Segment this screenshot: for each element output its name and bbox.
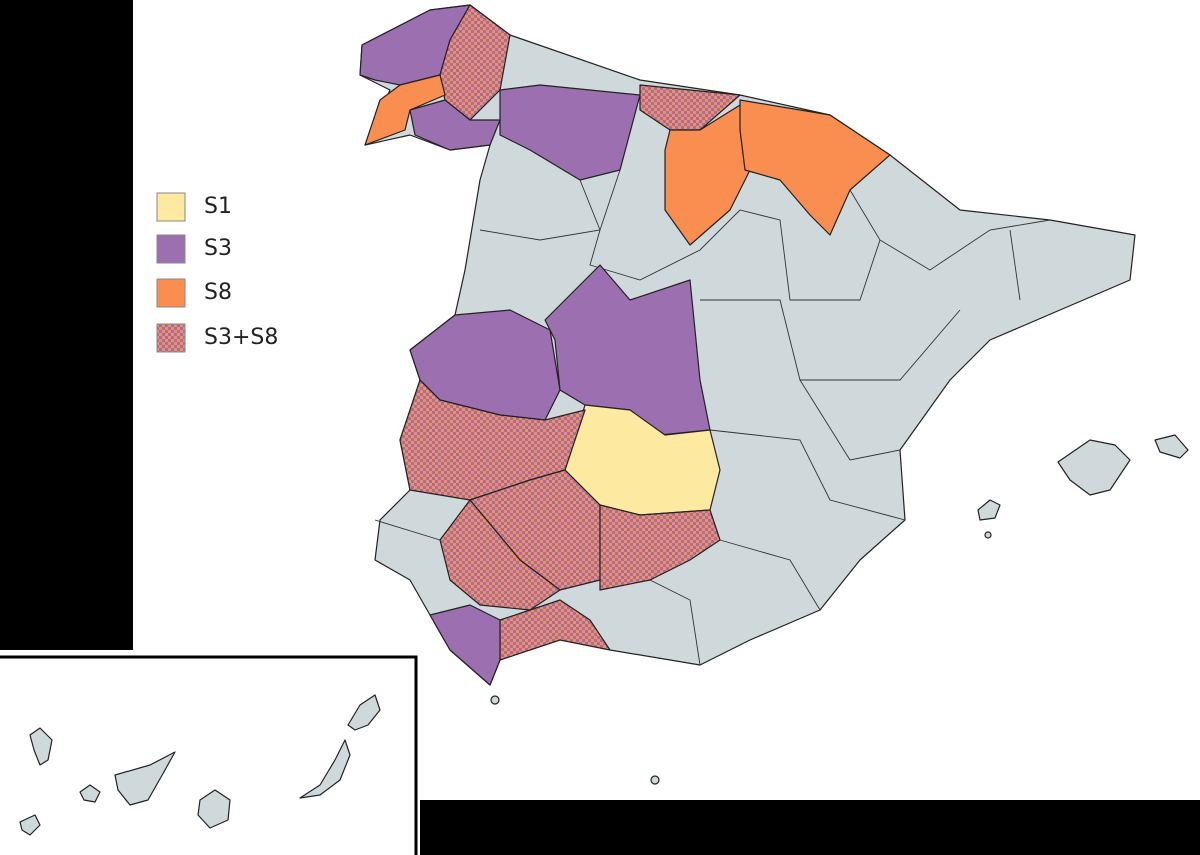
mainland [359, 4, 1136, 686]
province [409, 99, 501, 151]
province [664, 104, 761, 246]
province-border [649, 579, 701, 666]
legend: S1 S3 S8 S3+S8 [156, 192, 278, 353]
province-border [579, 179, 881, 301]
province-border [719, 539, 821, 611]
island [650, 775, 660, 785]
province [429, 604, 501, 686]
black-strip [420, 800, 1200, 855]
inset-frame [0, 655, 418, 855]
island [984, 531, 992, 539]
province [739, 99, 891, 236]
legend-label: S3 [204, 236, 232, 261]
island [1154, 434, 1189, 459]
canary-islands [19, 694, 381, 836]
island [347, 694, 381, 731]
legend-swatch [156, 323, 186, 353]
island [29, 727, 53, 766]
legend-swatch [156, 192, 186, 222]
province-border [879, 219, 1051, 271]
island [490, 695, 500, 705]
island [79, 784, 101, 803]
province-border [479, 169, 621, 241]
legend-swatch [156, 234, 186, 264]
province [364, 74, 446, 146]
legend-swatch [156, 278, 186, 308]
province-border [799, 379, 901, 461]
province-border [1009, 229, 1021, 301]
province-border [709, 429, 906, 521]
legend-label: S3+S8 [204, 325, 278, 350]
island [1057, 439, 1131, 496]
province [439, 499, 561, 611]
province [499, 84, 641, 181]
legend-label: S1 [204, 194, 232, 219]
province [499, 599, 611, 661]
province-border [374, 519, 441, 541]
island [977, 499, 1001, 521]
island [114, 751, 176, 806]
island [19, 814, 41, 836]
legend-label: S8 [204, 280, 232, 305]
island [197, 789, 231, 829]
province [599, 504, 721, 591]
black-strip [0, 0, 133, 650]
balearic-islands [490, 434, 1189, 785]
island [299, 739, 351, 799]
